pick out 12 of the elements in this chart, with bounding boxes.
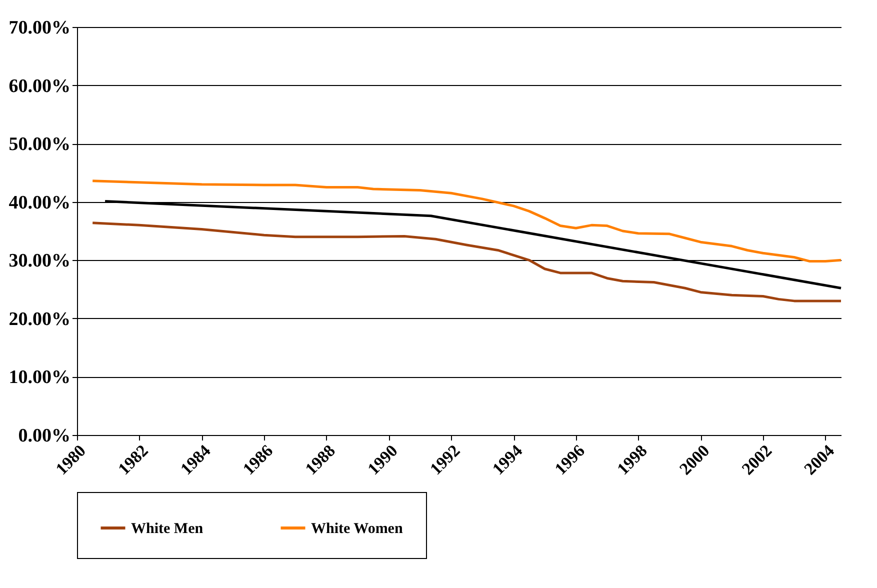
legend-label: White Men bbox=[131, 521, 204, 537]
y-tick-label: 70.00% bbox=[8, 18, 70, 38]
y-tick-label: 10.00% bbox=[8, 367, 70, 388]
legend-label: White Women bbox=[311, 521, 404, 537]
y-tick-label: 0.00% bbox=[18, 426, 70, 446]
y-tick-label: 40.00% bbox=[8, 192, 70, 214]
y-tick-label: 30.00% bbox=[8, 250, 70, 272]
y-tick-label: 60.00% bbox=[8, 76, 70, 97]
line-series bbox=[91, 222, 842, 302]
line-series bbox=[91, 180, 842, 263]
y-tick-label: 50.00% bbox=[8, 134, 70, 156]
y-tick-label: 20.00% bbox=[8, 308, 70, 330]
